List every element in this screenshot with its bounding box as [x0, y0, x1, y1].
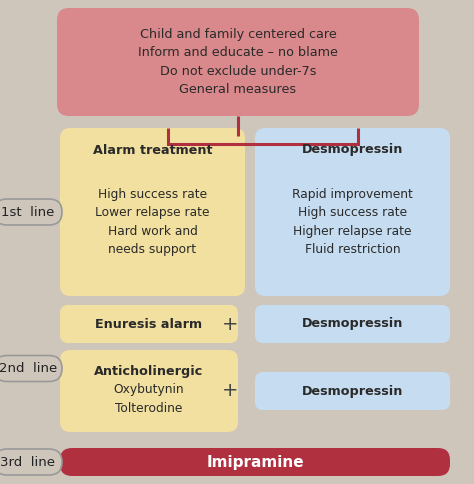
- Text: +: +: [222, 315, 238, 333]
- FancyBboxPatch shape: [60, 128, 245, 296]
- Text: Imipramine: Imipramine: [206, 454, 304, 469]
- FancyBboxPatch shape: [57, 8, 419, 116]
- FancyBboxPatch shape: [60, 350, 238, 432]
- FancyBboxPatch shape: [60, 448, 450, 476]
- FancyBboxPatch shape: [0, 356, 62, 381]
- FancyBboxPatch shape: [60, 305, 238, 343]
- FancyBboxPatch shape: [255, 372, 450, 410]
- FancyBboxPatch shape: [255, 305, 450, 343]
- Text: High success rate
Lower relapse rate
Hard work and
needs support: High success rate Lower relapse rate Har…: [95, 188, 210, 256]
- FancyBboxPatch shape: [0, 199, 62, 225]
- FancyBboxPatch shape: [255, 128, 450, 296]
- Text: 2nd  line: 2nd line: [0, 362, 57, 375]
- Text: Desmopressin: Desmopressin: [302, 384, 403, 397]
- Text: Anticholinergic: Anticholinergic: [94, 365, 204, 378]
- Text: Enuresis alarm: Enuresis alarm: [95, 318, 202, 331]
- Text: Rapid improvement
High success rate
Higher relapse rate
Fluid restriction: Rapid improvement High success rate High…: [292, 188, 413, 256]
- Text: Desmopressin: Desmopressin: [302, 143, 403, 156]
- Text: Desmopressin: Desmopressin: [302, 318, 403, 331]
- Text: 3rd  line: 3rd line: [0, 455, 55, 469]
- Text: 1st  line: 1st line: [1, 206, 55, 218]
- Text: +: +: [222, 381, 238, 400]
- FancyBboxPatch shape: [0, 449, 62, 475]
- Text: Child and family centered care
Inform and educate – no blame
Do not exclude unde: Child and family centered care Inform an…: [138, 28, 338, 96]
- Text: Alarm treatment: Alarm treatment: [93, 143, 212, 156]
- Text: Oxybutynin
Tolterodine: Oxybutynin Tolterodine: [114, 383, 184, 415]
